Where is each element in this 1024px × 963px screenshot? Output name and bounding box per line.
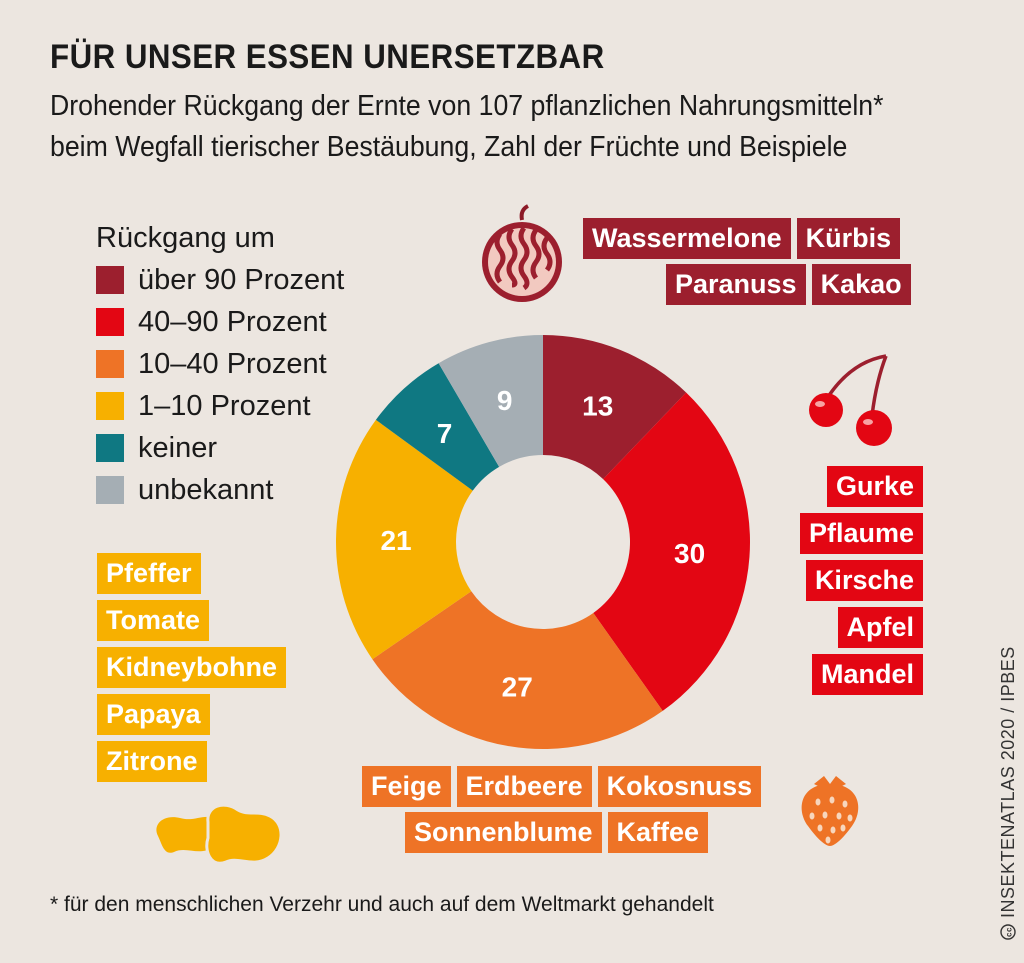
legend-swatch — [96, 350, 124, 378]
legend-swatch — [96, 434, 124, 462]
donut-slice — [543, 335, 687, 480]
watermelon-icon — [482, 204, 562, 302]
legend-label: 10–40 Prozent — [138, 347, 327, 380]
legend-swatch — [96, 476, 124, 504]
example-tag: Pflaume — [799, 513, 923, 554]
strawberry-icon — [801, 776, 859, 846]
chart-subtitle: Drohender Rückgang der Ernte von 107 pfl… — [50, 90, 884, 163]
example-tag: Paranuss — [666, 264, 806, 305]
example-tag: Papaya — [97, 694, 210, 735]
legend-swatch — [96, 266, 124, 294]
legend-label: 40–90 Prozent — [138, 305, 327, 338]
example-tag: Kürbis — [796, 218, 901, 259]
svg-text:cc: cc — [1005, 927, 1014, 937]
legend-title: Rückgang um — [96, 222, 275, 254]
example-tag: Zitrone — [97, 741, 207, 782]
legend-swatch — [96, 308, 124, 336]
creative-commons-icon: cc — [1000, 924, 1016, 940]
example-tag: Tomate — [97, 600, 210, 641]
legend-item: 1–10 Prozent — [96, 385, 344, 427]
example-tag: Erdbeere — [456, 766, 592, 807]
example-tag: Feige — [362, 766, 451, 807]
donut-slice — [336, 419, 473, 660]
legend: Rückgang um über 90 Prozent 40–90 Prozen… — [96, 222, 344, 511]
example-tag: Kokosnuss — [597, 766, 762, 807]
example-tag: Kirsche — [805, 560, 923, 601]
legend-item: 10–40 Prozent — [96, 343, 344, 385]
beans-icon — [156, 803, 283, 865]
example-tag: Gurke — [826, 466, 923, 507]
chart-title: FÜR UNSER ESSEN UNERSETZBAR — [50, 38, 605, 76]
legend-label: keiner — [138, 431, 217, 464]
slice-value-label: 21 — [380, 525, 411, 556]
example-tag: Pfeffer — [97, 553, 201, 594]
legend-item: über 90 Prozent — [96, 259, 344, 301]
example-tag: Mandel — [811, 654, 923, 695]
donut-slice — [438, 335, 543, 467]
legend-label: über 90 Prozent — [138, 263, 345, 296]
donut-slice — [593, 392, 750, 711]
slice-value-label: 27 — [502, 672, 533, 703]
donut-slice — [375, 363, 500, 491]
slice-value-label: 13 — [582, 391, 613, 422]
example-tag: Kidneybohne — [97, 647, 287, 688]
footnote: * für den menschlichen Verzehr und auch … — [50, 893, 714, 916]
slice-value-label: 30 — [674, 538, 705, 569]
legend-item: unbekannt — [96, 469, 344, 511]
example-tag: Kaffee — [607, 812, 709, 853]
legend-item: keiner — [96, 427, 344, 469]
donut-slice — [372, 591, 663, 749]
slice-value-label: 9 — [497, 385, 513, 416]
legend-item: 40–90 Prozent — [96, 301, 344, 343]
credit-line: cc INSEKTENATLAS 2020 / IPBES — [998, 646, 1019, 940]
example-tag: Wassermelone — [583, 218, 791, 259]
example-tag: Kakao — [811, 264, 911, 305]
example-tag: Apfel — [837, 607, 923, 648]
cherries-icon — [809, 354, 892, 446]
legend-label: unbekannt — [138, 473, 274, 506]
example-tag: Sonnenblume — [405, 812, 602, 853]
legend-label: 1–10 Prozent — [138, 389, 311, 422]
slice-value-label: 7 — [437, 418, 453, 449]
legend-swatch — [96, 392, 124, 420]
credit-text: INSEKTENATLAS 2020 / IPBES — [998, 646, 1018, 918]
